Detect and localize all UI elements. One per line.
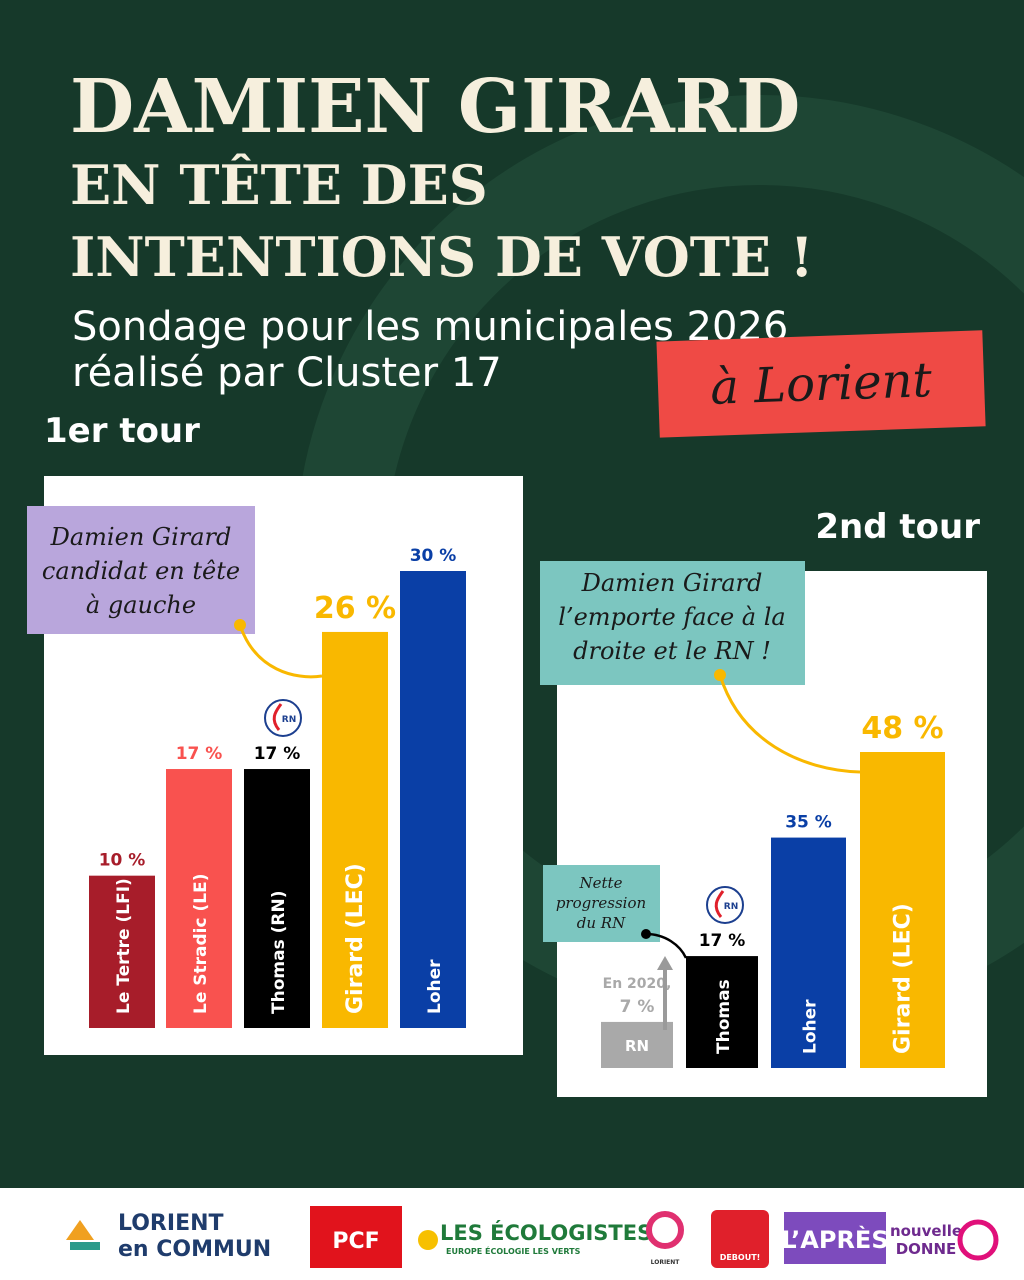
connector (238, 624, 323, 679)
bar (771, 837, 846, 1068)
category-label: RN (625, 1037, 649, 1055)
value-label: 17 % (176, 744, 223, 764)
logo-text: nouvelle (890, 1222, 962, 1240)
category-label: Girard (LEC) (343, 863, 368, 1014)
logo-bg (784, 1212, 886, 1264)
value-label: 48 % (861, 711, 943, 746)
bar (686, 956, 758, 1068)
bar (166, 769, 232, 1028)
annotation: Damien Girard (581, 569, 763, 597)
party-logo (706, 886, 744, 924)
logo-icon (646, 1211, 684, 1249)
logo-text: L’APRÈS (781, 1225, 888, 1254)
baseline-note: En 2020, (603, 976, 672, 992)
value-label: 7 % (620, 997, 655, 1017)
logo-icon (66, 1220, 94, 1240)
party-logo (264, 699, 302, 737)
chart-title: 2nd tour (815, 507, 980, 547)
annotation: l’emporte face à la (558, 603, 785, 631)
annotation: à gauche (86, 591, 196, 619)
note-dot (641, 929, 651, 939)
category-label: Le Stradic (LE) (191, 874, 211, 1014)
chart-title: 1er tour (44, 411, 200, 451)
party-logo-flame (714, 890, 725, 918)
bar (860, 752, 945, 1068)
annotation: droite et le RN ! (573, 637, 771, 665)
logo-text: PCF (332, 1229, 379, 1254)
category-label: Girard (LEC) (891, 903, 916, 1054)
logo-text: DEBOUT! (720, 1253, 761, 1262)
highlight-bg (656, 330, 986, 438)
bar (89, 875, 155, 1028)
logo-text: LORIENT (651, 1259, 681, 1266)
party-logo-flame (272, 703, 283, 731)
logo-bg (310, 1206, 402, 1268)
subtitle: réalisé par Cluster 17 (72, 350, 502, 396)
connector (718, 674, 861, 774)
note-box (543, 865, 660, 942)
party-logo-text: RN (282, 715, 296, 725)
value-label: 10 % (99, 851, 146, 871)
category-label: Thomas (RN) (269, 891, 289, 1014)
category-label: Loher (425, 959, 445, 1014)
bar (244, 769, 310, 1028)
logo-icon (957, 1219, 999, 1261)
annotation-box (540, 561, 805, 685)
bar (322, 631, 388, 1028)
progress-arrowhead (657, 956, 673, 970)
value-label: 30 % (410, 546, 457, 566)
logo-icon (70, 1242, 100, 1250)
annotation-box (27, 506, 255, 634)
category-label: Loher (801, 999, 821, 1054)
title: INTENTIONS DE VOTE ! (70, 225, 814, 289)
highlight-box: à Lorient (656, 330, 986, 438)
annotation: Damien Girard (50, 523, 232, 551)
value-label: 26 % (314, 591, 396, 626)
category-label: Le Tertre (LFI) (114, 878, 134, 1014)
connector-dot (234, 619, 246, 631)
connector-dot (714, 669, 726, 681)
note: progression (556, 894, 646, 912)
title: EN TÊTE DES (70, 153, 488, 217)
logo-text: LES ÉCOLOGISTES (440, 1220, 652, 1245)
logo-text: LORIENT (118, 1211, 224, 1236)
logo-bg (711, 1210, 769, 1268)
logo-icon (418, 1230, 438, 1250)
annotation: candidat en tête (42, 557, 240, 585)
bar (601, 1021, 673, 1068)
note: Nette (579, 874, 623, 892)
value-label: 17 % (254, 744, 301, 764)
category-label: Thomas (714, 979, 734, 1054)
bar (400, 571, 466, 1028)
logo-text: DONNE (896, 1240, 957, 1258)
note: du RN (577, 914, 626, 932)
value-label: 35 % (785, 813, 832, 833)
value-label: 17 % (699, 931, 746, 951)
highlight: à Lorient (709, 352, 933, 416)
logo-text: EUROPE ÉCOLOGIE LES VERTS (446, 1245, 581, 1256)
logo-text: en COMMUN (118, 1237, 271, 1262)
title: DAMIEN GIRARD (70, 64, 800, 150)
party-logo-text: RN (724, 902, 738, 912)
